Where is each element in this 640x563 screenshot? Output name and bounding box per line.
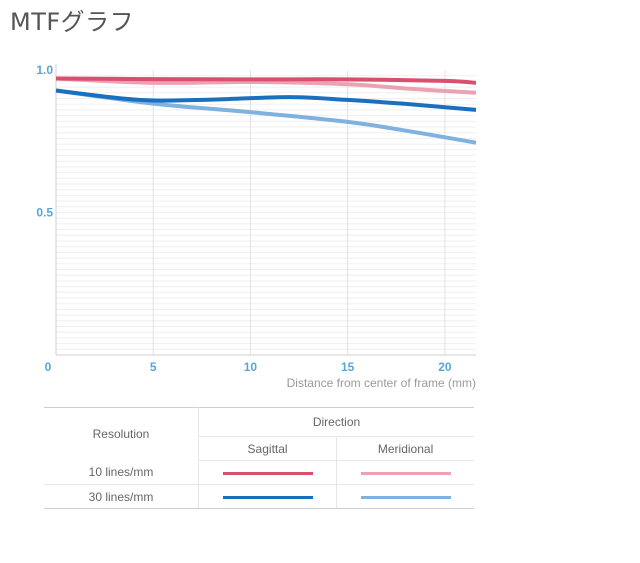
series-line-30-sagittal bbox=[55, 88, 477, 112]
y-tick-label: 0.5 bbox=[36, 206, 53, 220]
legend-direction-header: Direction bbox=[198, 407, 474, 437]
legend-swatch-30-meridional bbox=[360, 495, 451, 499]
x-tick-label: 10 bbox=[244, 360, 258, 374]
x-tick-label: 5 bbox=[150, 360, 157, 374]
series-line-10-meridional bbox=[55, 76, 477, 95]
series-line-10-sagittal bbox=[55, 76, 477, 85]
legend-swatch-30-sagittal bbox=[222, 495, 313, 499]
x-tick-label: 0 bbox=[45, 360, 52, 374]
x-axis-label: Distance from center of frame (mm) bbox=[287, 376, 476, 390]
legend-swatch-10-sagittal bbox=[222, 471, 313, 475]
legend-resolution-header: Resolution bbox=[44, 407, 199, 461]
legend-swatch-10-meridional bbox=[360, 471, 451, 475]
legend-row-label: 30 lines/mm bbox=[44, 484, 199, 509]
page-title: MTFグラフ bbox=[10, 8, 135, 36]
legend-meridional-header: Meridional bbox=[336, 436, 474, 461]
legend-sagittal-header: Sagittal bbox=[198, 436, 338, 461]
y-tick-label: 1.0 bbox=[36, 63, 53, 77]
legend-row-label: 10 lines/mm bbox=[44, 460, 199, 485]
mtf-chart: 0 5 10 15 20 0.5 1.0 Distance from center of fr… bbox=[36, 63, 477, 390]
x-tick-label: 20 bbox=[438, 360, 452, 374]
legend-table: Resolution Direction Sagittal Meridional… bbox=[44, 407, 474, 509]
x-tick-label: 15 bbox=[341, 360, 355, 374]
